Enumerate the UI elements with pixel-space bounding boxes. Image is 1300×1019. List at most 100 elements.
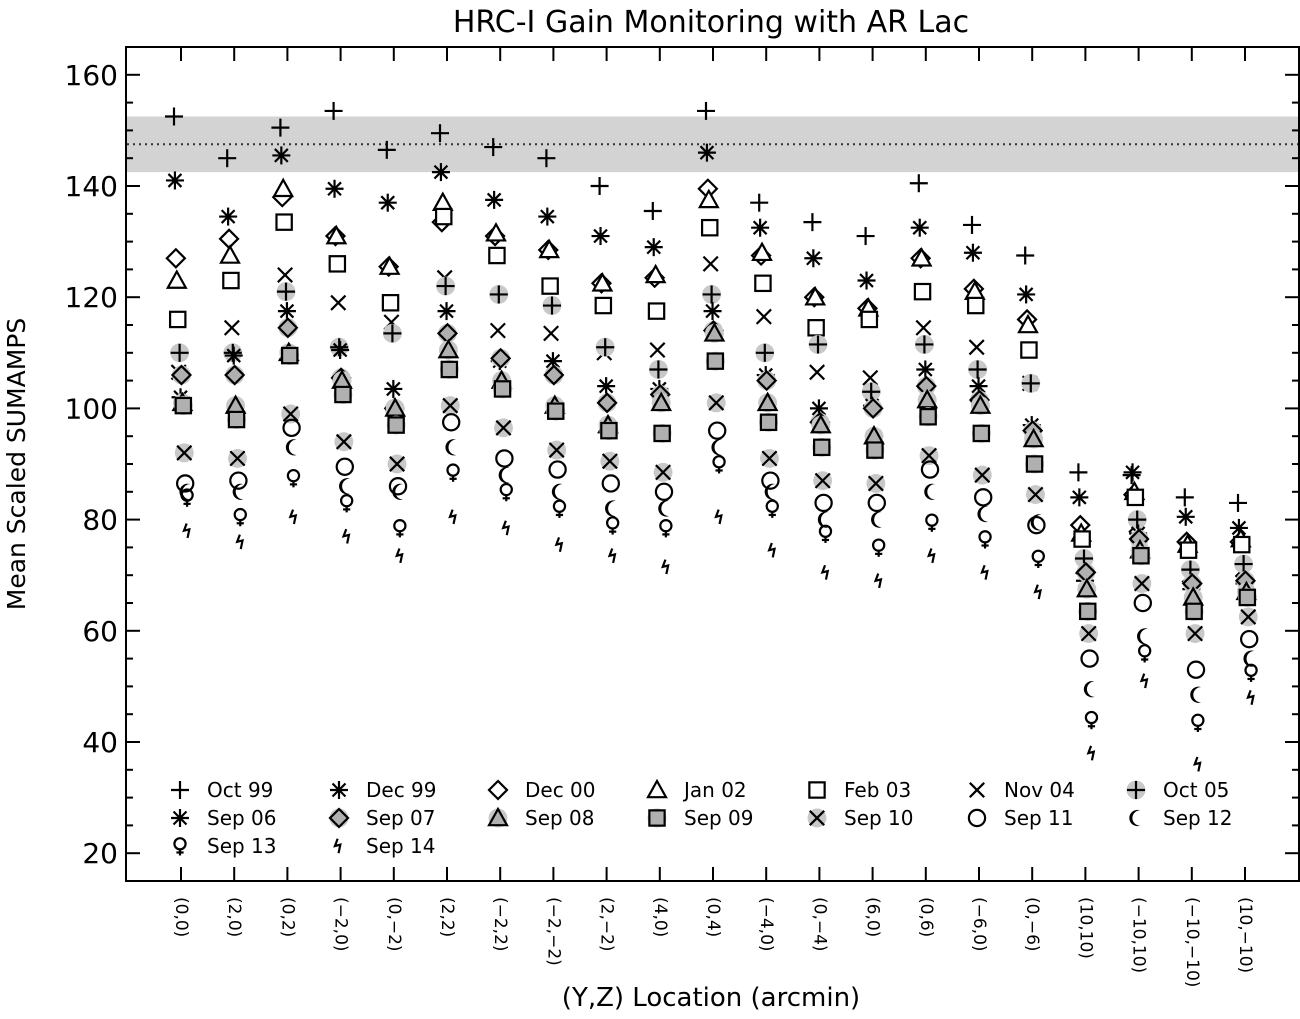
marker-sep-12 — [445, 439, 457, 456]
marker-dec-99 — [804, 249, 823, 268]
x-tick-label: (6,0) — [863, 897, 883, 937]
marker-oct-99 — [324, 101, 343, 120]
legend-label: Dec 00 — [525, 778, 596, 802]
marker-sep-10 — [1132, 574, 1152, 593]
x-axis: (0,0) (2,0) (0,2) (−2,0) (0,−2) (2,2) (−2,2) (−… — [171, 47, 1255, 987]
marker-sep-12 — [764, 483, 776, 500]
marker-sep-12 — [339, 478, 350, 495]
marker-sep-08 — [863, 424, 885, 446]
y-tick-label: 100 — [65, 392, 118, 425]
legend-item: Sep 11 — [967, 806, 1074, 830]
legend-item: Feb 03 — [808, 778, 911, 802]
marker-sep-12 — [1190, 686, 1201, 703]
marker-sep-09 — [652, 423, 672, 443]
marker-dec-99 — [1176, 507, 1195, 526]
marker-jan-02 — [751, 241, 773, 262]
marker-sep-09 — [759, 412, 778, 432]
marker-nov-04 — [489, 322, 506, 339]
marker-feb-03 — [381, 294, 400, 312]
marker-jan-02 — [910, 247, 933, 267]
marker-dec-99 — [644, 238, 663, 257]
marker-dec-99 — [751, 218, 770, 237]
legend-label: Feb 03 — [844, 778, 911, 802]
marker-oct-05 — [542, 296, 562, 315]
marker-sep-09 — [439, 360, 459, 379]
marker-sep-12 — [924, 483, 935, 500]
marker-sep-08 — [703, 322, 726, 343]
marker-sep-09 — [812, 437, 832, 457]
marker-oct-05 — [755, 343, 775, 363]
marker-feb-03 — [488, 246, 506, 265]
marker-sep-14 — [1139, 673, 1149, 689]
marker-oct-05 — [914, 335, 934, 354]
marker-sep-10 — [653, 462, 673, 482]
legend-item: Dec 00 — [487, 778, 596, 802]
marker-sep-08 — [916, 388, 939, 410]
marker-sep-13 — [233, 507, 247, 527]
marker-dec-99 — [1070, 488, 1089, 507]
x-tick-label: (10,10) — [1075, 897, 1095, 959]
marker-sep-12 — [232, 483, 244, 500]
marker-sep-12 — [871, 511, 882, 528]
marker-oct-05 — [808, 335, 828, 354]
marker-sep-07 — [756, 370, 778, 392]
marker-sep-10 — [547, 440, 567, 460]
marker-sep-06 — [703, 302, 722, 321]
chart-title: HRC-I Gain Monitoring with AR Lac — [453, 5, 969, 40]
legend-item: Sep 06 — [171, 806, 277, 830]
marker-feb-03 — [754, 274, 772, 293]
marker-feb-03 — [275, 213, 293, 231]
legend-marker — [328, 807, 350, 829]
marker-oct-99 — [431, 124, 449, 143]
marker-nov-04 — [277, 266, 294, 283]
marker-sep-12 — [1243, 650, 1255, 667]
marker-sep-09 — [386, 415, 406, 435]
marker-oct-05 — [436, 276, 456, 296]
marker-dec-99 — [697, 143, 716, 162]
marker-jan-02 — [219, 244, 241, 264]
marker-oct-99 — [1229, 493, 1247, 512]
marker-feb-03 — [222, 271, 240, 290]
marker-sep-07 — [277, 317, 299, 339]
marker-jan-02 — [485, 221, 507, 242]
legend-marker — [967, 808, 987, 828]
marker-feb-03 — [434, 207, 453, 226]
marker-sep-06 — [437, 302, 456, 321]
legend-marker — [171, 809, 189, 827]
marker-jan-02 — [165, 269, 188, 289]
marker-dec-99 — [219, 207, 238, 226]
x-tick-label: (2,2) — [437, 897, 457, 937]
marker-oct-99 — [856, 227, 875, 246]
marker-sep-10 — [760, 448, 779, 468]
marker-sep-10 — [174, 443, 194, 463]
marker-oct-99 — [537, 149, 556, 168]
legend: Oct 99 Dec 99 Dec 00 Jan 02 Feb 03 Nov 04 Oct … — [171, 778, 1233, 858]
marker-sep-12 — [711, 439, 723, 456]
x-tick-label: (0,−2) — [384, 897, 404, 952]
marker-sep-14 — [767, 542, 776, 558]
marker-sep-10 — [494, 418, 513, 438]
y-axis-title: Mean Scaled SUMAMPS — [2, 318, 31, 611]
marker-feb-03 — [594, 296, 613, 315]
marker-sep-09 — [865, 440, 885, 460]
marker-sep-10 — [919, 446, 939, 466]
legend-item: Sep 09 — [647, 806, 754, 830]
marker-oct-05 — [1074, 549, 1094, 568]
marker-oct-99 — [377, 140, 396, 159]
legend-item: Sep 07 — [328, 806, 436, 830]
x-axis-title: (Y,Z) Location (arcmin) — [562, 983, 860, 1013]
marker-oct-05 — [1234, 554, 1254, 574]
marker-sep-13 — [339, 493, 354, 513]
marker-feb-03 — [647, 302, 666, 320]
marker-sep-06 — [384, 379, 403, 398]
x-tick-label: (0,−4) — [809, 897, 829, 952]
marker-sep-11 — [654, 482, 674, 501]
marker-sep-13 — [1244, 663, 1258, 682]
marker-sep-14 — [501, 520, 510, 536]
marker-sep-11 — [282, 418, 301, 438]
marker-sep-12 — [658, 500, 669, 517]
marker-sep-10 — [813, 471, 833, 491]
marker-sep-13 — [978, 530, 992, 549]
marker-sep-07 — [1181, 572, 1203, 595]
legend-item: Oct 99 — [171, 778, 273, 802]
